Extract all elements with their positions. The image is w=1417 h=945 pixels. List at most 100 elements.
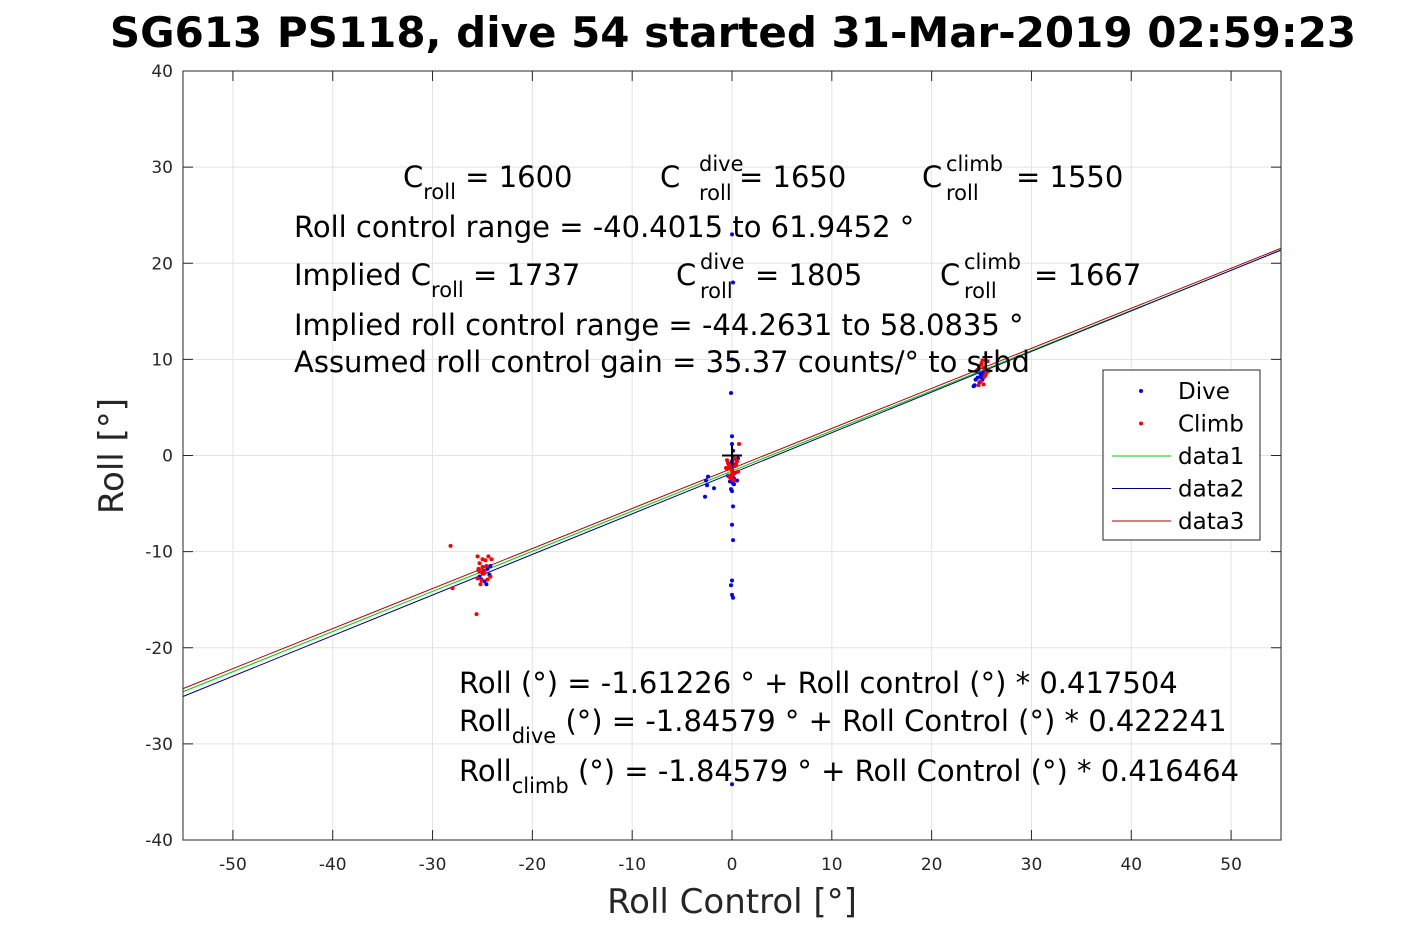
y-tick-label: 20 <box>151 254 173 274</box>
implied-roll-control-range: Implied roll control range = -44.2631 to… <box>294 308 1024 342</box>
legend: Dive Climb data1 data2 data3 <box>1102 369 1261 541</box>
dive-point <box>730 782 734 787</box>
legend-swatch-dive <box>1139 389 1143 393</box>
x-tick-label: -10 <box>618 855 646 875</box>
x-tick-label: -30 <box>419 855 447 875</box>
dive-point <box>730 442 734 446</box>
dive-point <box>731 280 735 285</box>
climb-point <box>728 475 732 480</box>
y-tick-label: 10 <box>151 350 173 370</box>
dive-point <box>731 538 735 543</box>
legend-label-climb: Climb <box>1178 412 1244 438</box>
climb-point <box>480 565 485 569</box>
dive-point <box>729 391 733 395</box>
climb-point <box>474 612 479 617</box>
dive-point <box>973 377 978 382</box>
dive-point <box>730 489 734 494</box>
annotation-implied-c-roll: Implied Croll = 1737 <box>294 258 580 302</box>
c-climb-sub: roll <box>946 181 979 205</box>
y-axis-label: Roll [°] <box>92 398 132 514</box>
x-tick-label: -50 <box>219 855 247 875</box>
x-tick-label: 50 <box>1220 855 1242 875</box>
dive-point <box>482 579 487 584</box>
dive-point <box>731 504 735 509</box>
x-tick-label: -40 <box>319 855 347 875</box>
climb-point <box>977 364 982 369</box>
implied-c-climb-sup: climb <box>964 250 1021 274</box>
y-tick-label: -30 <box>145 735 173 755</box>
fit-equation-all: Roll (°) = -1.61226 ° + Roll control (°)… <box>459 666 1178 700</box>
climb-point <box>985 359 990 364</box>
c-climb-value: = 1550 <box>1016 160 1123 194</box>
legend-label-dive: Dive <box>1178 379 1230 405</box>
annotation-implied-c-dive: C dive roll = 1805 <box>676 250 862 303</box>
dive-point <box>730 232 734 237</box>
dive-point <box>978 374 983 379</box>
fit-climb-sub: climb <box>512 774 569 798</box>
climb-point <box>981 366 986 370</box>
climb-point <box>478 582 483 587</box>
climb-point <box>481 571 486 576</box>
climb-point <box>730 471 734 476</box>
dive-point <box>712 486 716 491</box>
implied-c-roll-value: = 1737 <box>464 258 581 292</box>
legend-label-data2: data2 <box>1178 477 1244 503</box>
fit-dive-sub: dive <box>512 724 557 748</box>
dive-point <box>729 583 733 588</box>
annotation-implied-c-climb: C climb roll = 1667 <box>940 250 1141 303</box>
implied-c-dive-sup: dive <box>700 250 745 274</box>
climb-point <box>477 569 482 574</box>
climb-point <box>486 554 491 559</box>
x-tick-label: 0 <box>727 855 738 875</box>
climb-point <box>475 554 480 559</box>
climb-point <box>485 577 490 582</box>
c-dive-sub: roll <box>699 181 732 205</box>
dive-point <box>704 478 708 483</box>
climb-point <box>975 367 980 372</box>
climb-point <box>737 442 741 446</box>
climb-point <box>733 464 737 469</box>
c-dive-base: C <box>660 160 680 194</box>
climb-point <box>981 382 986 387</box>
implied-c-climb-value: = 1667 <box>1034 258 1141 292</box>
climb-point <box>477 561 482 566</box>
implied-c-climb-sub: roll <box>964 279 997 303</box>
climb-point <box>983 372 988 377</box>
dive-point <box>731 595 735 600</box>
dive-point <box>730 522 734 527</box>
fit-equation-climb: Rollclimb (°) = -1.84579 ° + Roll Contro… <box>459 754 1239 798</box>
dive-point <box>735 478 739 483</box>
climb-point <box>448 543 453 548</box>
svg-text:Croll = 1600: Croll = 1600 <box>403 160 573 204</box>
implied-c-dive-value: = 1805 <box>755 258 862 292</box>
svg-text:Rollclimb (°) = -1.84579 ° + R: Rollclimb (°) = -1.84579 ° + Roll Contro… <box>459 754 1239 798</box>
legend-label-data3: data3 <box>1178 509 1244 535</box>
climb-point <box>984 367 989 372</box>
dive-point <box>730 357 734 362</box>
dive-point <box>730 578 734 583</box>
x-tick-label: 10 <box>821 855 843 875</box>
climb-point <box>483 558 488 563</box>
climb-point <box>727 463 731 468</box>
dive-point <box>730 434 734 439</box>
x-tick-label: 40 <box>1120 855 1142 875</box>
chart-title: SG613 PS118, dive 54 started 31-Mar-2019… <box>110 8 1356 57</box>
climb-point <box>736 469 740 474</box>
y-tick-label: 30 <box>151 158 173 178</box>
legend-swatch-climb <box>1139 421 1143 426</box>
x-axis-label: Roll Control [°] <box>607 882 857 922</box>
climb-point <box>732 478 736 483</box>
y-tick-label: 0 <box>162 447 173 467</box>
climb-point <box>475 576 480 581</box>
climb-point <box>730 467 734 472</box>
c-dive-sup: dive <box>699 152 744 176</box>
assumed-roll-control-gain: Assumed roll control gain = 35.37 counts… <box>294 345 1030 379</box>
fit-equation-dive: Rolldive (°) = -1.84579 ° + Roll Control… <box>459 704 1227 748</box>
annotation-c-roll: Croll = 1600 <box>403 160 573 204</box>
implied-c-climb-base: C <box>940 258 960 292</box>
fit-dive-base: Roll <box>459 704 512 738</box>
c-roll-value: = 1600 <box>456 160 573 194</box>
fit-climb-rest: (°) = -1.84579 ° + Roll Control (°) * 0.… <box>569 754 1239 788</box>
origin-marker <box>722 445 742 466</box>
